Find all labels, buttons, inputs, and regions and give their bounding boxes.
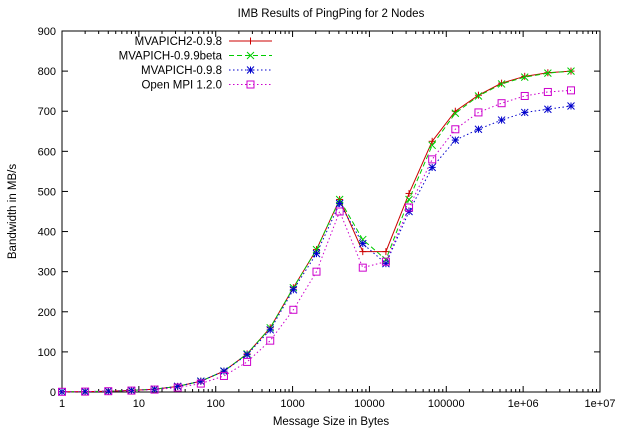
series-layer <box>58 67 575 396</box>
data-point <box>127 386 136 395</box>
data-point <box>474 91 482 99</box>
x-tick-label: 1 <box>59 398 65 410</box>
y-tick-label: 900 <box>38 26 56 38</box>
data-point <box>521 72 529 80</box>
data-point <box>451 125 460 134</box>
legend-label: Open MPI 1.2.0 <box>141 80 222 92</box>
data-point <box>497 116 506 124</box>
data-point <box>405 207 413 216</box>
data-point <box>173 383 182 392</box>
legend-marker <box>247 37 254 45</box>
series-0 <box>58 67 575 396</box>
x-tick-label: 10 <box>133 398 145 410</box>
data-point <box>381 257 390 266</box>
data-point <box>544 69 552 77</box>
data-point <box>428 141 437 150</box>
data-point <box>520 108 529 117</box>
chart-title: IMB Results of PingPing for 2 Nodes <box>238 8 425 20</box>
data-point <box>220 367 228 375</box>
series-line <box>61 70 572 393</box>
data-point <box>335 207 344 216</box>
y-tick-label: 0 <box>50 387 56 399</box>
y-tick-label: 300 <box>38 267 56 279</box>
data-point <box>474 108 483 117</box>
x-tick-label: 100 <box>207 398 225 410</box>
series-line <box>61 89 572 393</box>
data-point <box>405 203 414 212</box>
y-tick-label: 400 <box>38 227 56 239</box>
x-tick-label: 1000 <box>280 398 304 410</box>
x-axis-ticks: 1 10 100 1000 10000 100000 1e+06 1e+07 <box>59 31 616 410</box>
data-point <box>243 350 251 359</box>
data-point <box>150 385 159 394</box>
data-point <box>474 92 483 100</box>
data-point <box>567 102 575 110</box>
y-tick-label: 200 <box>38 307 56 319</box>
legend-entry: MVAPICH-0.9.8 <box>141 65 272 77</box>
data-point <box>335 199 344 208</box>
legend: MVAPICH2-0.9.8 MVAPICH-0.9.9beta MVAPICH-0… <box>119 36 272 92</box>
data-point <box>219 371 228 380</box>
data-point <box>567 67 575 75</box>
data-point <box>543 87 552 96</box>
plot-frame <box>61 30 601 393</box>
data-point <box>566 86 575 95</box>
y-tick-label: 700 <box>38 106 56 118</box>
legend-entry: MVAPICH-0.9.9beta <box>119 51 272 63</box>
data-point <box>451 109 460 118</box>
data-point <box>358 239 367 248</box>
plot-border <box>61 30 601 393</box>
y-tick-label: 800 <box>38 66 56 78</box>
data-point <box>428 155 437 164</box>
data-point <box>104 387 113 396</box>
data-point <box>289 305 298 314</box>
x-tick-label: 10000 <box>354 398 385 410</box>
data-point <box>520 91 529 100</box>
data-point <box>497 99 506 108</box>
data-point <box>474 125 483 134</box>
y-tick-label: 500 <box>38 186 56 198</box>
x-tick-label: 1e+07 <box>585 398 616 410</box>
legend-label: MVAPICH-0.9.9beta <box>119 51 223 63</box>
y-axis-label: Bandwidth in MB/s <box>7 164 19 259</box>
data-point <box>81 387 90 396</box>
x-axis-label: Message Size in Bytes <box>273 416 390 428</box>
data-point <box>497 80 506 88</box>
legend-label: MVAPICH2-0.9.8 <box>135 36 222 48</box>
legend-marker <box>246 66 255 74</box>
legend-marker <box>246 80 255 89</box>
legend-entry: Open MPI 1.2.0 <box>141 80 272 92</box>
legend-marker <box>246 51 255 60</box>
data-point <box>544 105 552 114</box>
data-point <box>405 195 413 204</box>
data-point <box>359 248 367 256</box>
legend-entry: MVAPICH2-0.9.8 <box>135 36 272 48</box>
data-point <box>243 357 252 366</box>
data-point <box>266 336 275 345</box>
series-3 <box>58 86 575 396</box>
data-point <box>382 259 390 268</box>
series-line <box>61 70 572 393</box>
data-point <box>312 267 321 276</box>
data-point <box>382 248 390 256</box>
x-tick-label: 100000 <box>428 398 465 410</box>
y-tick-label: 100 <box>38 347 56 359</box>
data-point <box>58 387 66 396</box>
data-point <box>498 79 506 87</box>
series-1 <box>58 67 575 396</box>
data-point <box>451 136 460 144</box>
data-point <box>196 379 205 388</box>
legend-label: MVAPICH-0.9.8 <box>141 65 222 77</box>
x-tick-label: 1e+06 <box>508 398 539 410</box>
data-point <box>520 73 529 81</box>
y-axis-ticks: 0 100 200 300 400 500 600 700 800 900 <box>38 26 600 399</box>
data-point <box>289 285 298 294</box>
data-point <box>358 263 367 272</box>
data-point <box>266 325 275 334</box>
data-point <box>104 387 113 396</box>
y-tick-label: 600 <box>38 146 56 158</box>
data-point <box>312 249 321 258</box>
